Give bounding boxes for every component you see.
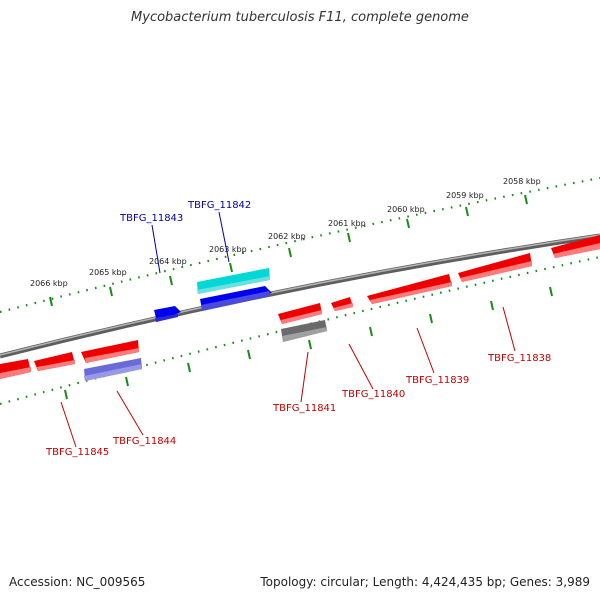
gene-TBFG_11841[interactable] xyxy=(281,320,327,342)
genome-summary-text: Topology: circular; Length: 4,424,435 bp… xyxy=(260,575,590,589)
gene-TBFG_11845-b[interactable] xyxy=(34,352,75,371)
gene-label-11839: TBFG_11839 xyxy=(405,375,469,386)
map-title: Mycobacterium tuberculosis F11, complete… xyxy=(131,10,469,25)
ruler-label-2059: 2059 kbp xyxy=(446,191,484,200)
gene-label-11838: TBFG_11838 xyxy=(487,353,551,364)
gene-label-11842: TBFG_11842 xyxy=(187,200,251,211)
gene-label-11841: TBFG_11841 xyxy=(272,403,336,414)
ruler-label-2063: 2063 kbp xyxy=(209,245,247,254)
gene-TBFG_11838[interactable] xyxy=(458,253,532,282)
gene-TBFG_11843[interactable] xyxy=(154,306,181,322)
ruler-label-2066: 2066 kbp xyxy=(30,279,68,288)
ruler-label-2061: 2061 kbp xyxy=(328,219,366,228)
gene-TBFG_11837[interactable] xyxy=(551,235,600,258)
gene-TBFG_11845[interactable] xyxy=(0,359,31,379)
gene-label-11845: TBFG_11845 xyxy=(45,447,109,458)
gene-label-11840: TBFG_11840 xyxy=(341,389,405,400)
gene-TBFG_11844[interactable] xyxy=(84,358,142,381)
gene-TBFG_11842-a[interactable] xyxy=(197,268,270,294)
gene-TBFG_11840[interactable] xyxy=(331,297,353,311)
ruler-label-2065: 2065 kbp xyxy=(89,268,127,277)
gene-label-11843: TBFG_11843 xyxy=(119,213,183,224)
ruler-label-2060: 2060 kbp xyxy=(387,205,425,214)
ruler-label-2064: 2064 kbp xyxy=(149,257,187,266)
ruler-label-2062: 2062 kbp xyxy=(268,232,306,241)
gene-TBFG_11841-a[interactable] xyxy=(278,303,322,324)
upper-ruler: 2058 kbp 2059 kbp 2060 kbp 2061 kbp 2062… xyxy=(0,176,600,314)
gene-TBFG_11839[interactable] xyxy=(367,274,452,304)
genome-backbone xyxy=(0,233,600,359)
gene-label-11844: TBFG_11844 xyxy=(112,436,176,447)
ruler-label-2058: 2058 kbp xyxy=(503,177,541,186)
label-leaders xyxy=(60,211,516,448)
gene-TBFG_11842-b[interactable] xyxy=(200,286,272,311)
accession-text: Accession: NC_009565 xyxy=(9,575,146,589)
lower-ruler xyxy=(0,255,600,406)
gene-TBFG_11844-a[interactable] xyxy=(81,340,139,363)
